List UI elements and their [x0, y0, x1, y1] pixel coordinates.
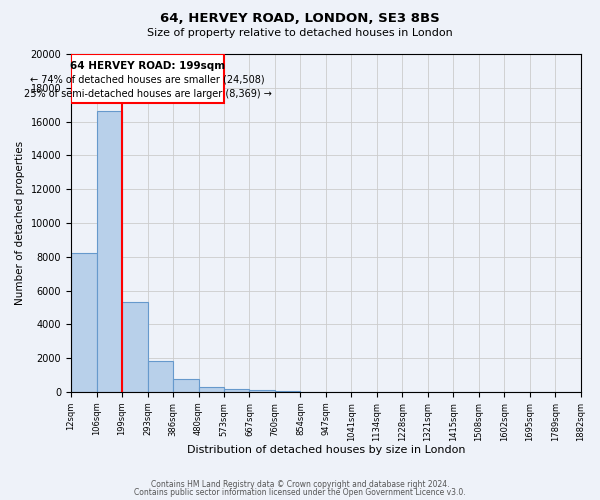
Text: ← 74% of detached houses are smaller (24,508): ← 74% of detached houses are smaller (24… [30, 74, 265, 85]
Bar [173, 380, 199, 392]
Bar [71, 254, 97, 392]
Bar [199, 387, 224, 392]
Bar [71, 54, 224, 103]
X-axis label: Distribution of detached houses by size in London: Distribution of detached houses by size … [187, 445, 465, 455]
Bar [122, 302, 148, 392]
Y-axis label: Number of detached properties: Number of detached properties [15, 141, 25, 305]
Text: 64, HERVEY ROAD, LONDON, SE3 8BS: 64, HERVEY ROAD, LONDON, SE3 8BS [160, 12, 440, 26]
Text: Contains HM Land Registry data © Crown copyright and database right 2024.: Contains HM Land Registry data © Crown c… [151, 480, 449, 489]
Bar [224, 390, 250, 392]
Bar [250, 390, 275, 392]
Text: 64 HERVEY ROAD: 199sqm: 64 HERVEY ROAD: 199sqm [70, 61, 225, 71]
Text: 25% of semi-detached houses are larger (8,369) →: 25% of semi-detached houses are larger (… [23, 88, 271, 99]
Bar [148, 360, 173, 392]
Text: Contains public sector information licensed under the Open Government Licence v3: Contains public sector information licen… [134, 488, 466, 497]
Bar [275, 390, 301, 392]
Text: Size of property relative to detached houses in London: Size of property relative to detached ho… [147, 28, 453, 38]
Bar [97, 112, 122, 392]
